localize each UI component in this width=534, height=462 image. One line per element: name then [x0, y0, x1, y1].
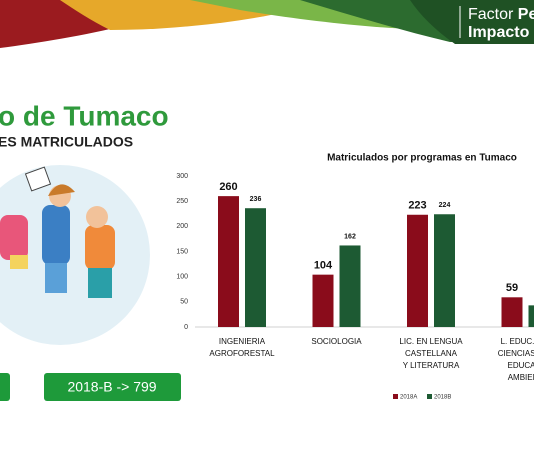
data-label: 223 — [408, 200, 426, 212]
bar — [245, 208, 266, 327]
bar — [218, 196, 239, 327]
banner-box — [410, 0, 534, 44]
data-label: 162 — [344, 233, 356, 240]
illustration — [0, 165, 150, 345]
chart-title: Matriculados por programas en Tumaco — [327, 153, 517, 164]
x-tick-label: LIC. EN LENGUA — [399, 337, 463, 346]
data-label: 59 — [506, 282, 518, 294]
y-tick-label: 50 — [180, 299, 188, 306]
data-label: 224 — [439, 202, 451, 209]
bar — [501, 297, 523, 327]
y-tick-label: 150 — [176, 248, 188, 255]
x-tick-label: CIENCIAS NAT — [498, 349, 534, 358]
x-tick-label: SOCIOLOGIA — [311, 337, 362, 346]
data-label: 104 — [314, 260, 333, 272]
bar — [312, 274, 334, 327]
bar — [528, 305, 534, 327]
x-tick-label: Y LITERATURA — [403, 361, 460, 370]
data-label: 260 — [219, 181, 237, 193]
bar — [339, 245, 361, 327]
legend-label: 2018A — [400, 395, 417, 401]
x-tick-label: L. EDUC.BAS — [501, 337, 534, 346]
y-tick-label: 200 — [176, 223, 188, 230]
brand-line2: Impacto — [468, 24, 530, 41]
y-tick-label: 100 — [176, 274, 188, 281]
legend-label: 2018B — [434, 395, 451, 401]
slide-title: o de Tumaco — [0, 100, 169, 131]
brand-bold: Pe — [518, 6, 534, 23]
x-tick-label: INGENIERIA — [219, 337, 266, 346]
button-a[interactable] — [0, 373, 10, 401]
y-tick-label: 250 — [176, 198, 188, 205]
slide-subtitle: ES MATRICULADOS — [0, 134, 133, 150]
brand-light: Factor — [468, 6, 514, 23]
y-tick-label: 0 — [184, 324, 188, 331]
x-tick-label: AGROFORESTAL — [209, 349, 275, 358]
x-tick-label: CASTELLANA — [405, 349, 458, 358]
bar — [407, 214, 428, 327]
brand: Factor Pe — [468, 6, 534, 23]
bar — [434, 214, 455, 327]
x-tick-label: EDUCACI — [507, 361, 534, 370]
legend-swatch — [427, 394, 432, 399]
button-b[interactable] — [44, 373, 181, 401]
button-b-label: 2018-B -> 799 — [67, 379, 156, 395]
legend-swatch — [393, 394, 398, 399]
y-tick-label: 300 — [176, 173, 188, 180]
x-tick-label: AMBIENT — [508, 373, 534, 382]
data-label: 236 — [250, 196, 262, 203]
